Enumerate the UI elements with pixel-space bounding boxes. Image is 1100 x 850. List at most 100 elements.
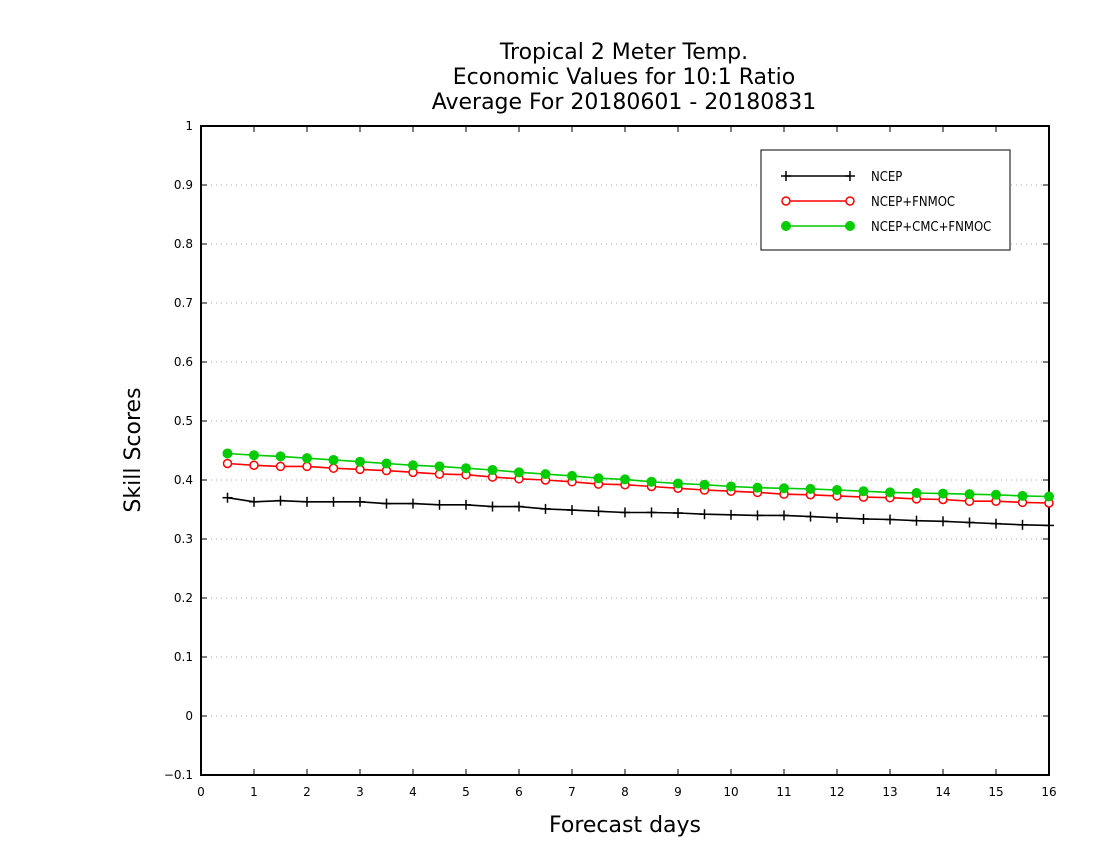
legend-marker [845,171,855,181]
y-tick-label: 0.8 [174,237,193,251]
data-point [434,499,445,510]
data-point [620,474,630,485]
data-point [249,450,259,461]
data-point [673,478,683,489]
data-point [726,481,736,492]
x-tick-label: 8 [621,785,629,799]
data-point [991,518,1001,529]
series-ncep-fnmoc [222,458,1054,508]
data-point [328,454,339,465]
data-point [646,476,657,487]
data-point [487,501,498,512]
data-point [381,498,392,509]
data-point [964,517,975,528]
x-tick-label: 14 [935,785,950,799]
data-point [1044,491,1054,502]
x-tick-label: 15 [988,785,1003,799]
data-point [593,473,604,484]
data-point [673,508,683,519]
x-tick-label: 5 [462,785,470,799]
data-point [938,516,948,527]
data-point [302,496,312,507]
data-point [249,460,259,470]
legend-marker [781,221,791,231]
data-point [461,499,471,510]
data-point [832,512,842,523]
data-point [381,458,392,469]
data-point [567,505,577,516]
y-tick-label: 0 [185,709,193,723]
data-point [328,463,339,473]
legend-item: NCEP+FNMOC [781,195,955,210]
data-point [699,509,710,520]
y-axis-label: Skill Scores [121,387,146,512]
legend-box [760,149,1011,251]
y-tick-label: 0.9 [174,178,193,192]
data-point [1017,519,1028,530]
data-point [779,510,789,521]
series-ncep [222,492,1054,531]
x-tick-label: 2 [303,785,311,799]
data-point [567,470,577,481]
data-point [434,461,445,472]
title-line-1: Tropical 2 Meter Temp. [499,40,748,65]
data-point [355,496,365,507]
data-point [408,460,418,471]
x-tick-label: 3 [356,785,364,799]
data-point [355,456,365,467]
data-point [858,486,869,497]
data-point [275,495,286,506]
x-tick-label: 10 [723,785,738,799]
y-tick-label: 0.4 [174,473,193,487]
legend: NCEP NCEP+FNMOC NCEP+CMC+FNMOC [760,149,1011,251]
x-tick-label: 1 [250,785,258,799]
data-point [885,514,895,525]
legend-item: NCEP+CMC+FNMOC [781,220,991,235]
data-point [991,489,1001,500]
x-tick-label: 12 [829,785,844,799]
x-axis: 0 1 2 3 4 5 6 7 8 9 10 11 12 13 14 15 16 [197,126,1057,799]
x-tick-label: 16 [1041,785,1056,799]
data-point [540,469,551,480]
data-point [1044,520,1054,531]
data-point [249,496,259,507]
series-ncep-cmc-fnmoc [222,448,1054,502]
data-point [832,485,842,496]
data-point [222,448,233,459]
x-tick-label: 9 [674,785,682,799]
legend-item: NCEP [781,170,902,185]
data-point [487,464,498,475]
x-tick-label: 4 [409,785,417,799]
data-point [275,461,286,472]
data-point [514,467,524,478]
x-tick-label: 11 [776,785,791,799]
legend-label: NCEP+CMC+FNMOC [871,220,991,235]
legend-marker [781,196,791,206]
data-point [328,496,339,507]
data-point [514,501,524,512]
data-point [805,483,816,494]
data-point [938,488,948,499]
title-line-3: Average For 20180601 - 20180831 [432,90,817,115]
y-tick-label: 0.5 [174,414,193,428]
data-point [593,506,604,517]
series-line [227,452,1050,498]
x-tick-label: 13 [882,785,897,799]
data-point [911,515,922,526]
y-tick-label: 1 [185,119,193,133]
data-point [805,511,816,522]
data-point [222,492,233,503]
data-point [302,461,312,472]
y-tick-label: 0.1 [174,650,193,664]
title-line-2: Economic Values for 10:1 Ratio [453,65,795,90]
data-point [752,510,763,521]
legend-label: NCEP+FNMOC [871,195,955,210]
data-point [540,503,551,514]
data-point [699,479,710,490]
series-layer [222,448,1054,531]
legend-marker [845,221,855,231]
x-axis-label: Forecast days [549,813,701,838]
series-line [227,496,1050,527]
series-line [227,462,1050,504]
y-tick-label: −0.1 [164,768,193,782]
